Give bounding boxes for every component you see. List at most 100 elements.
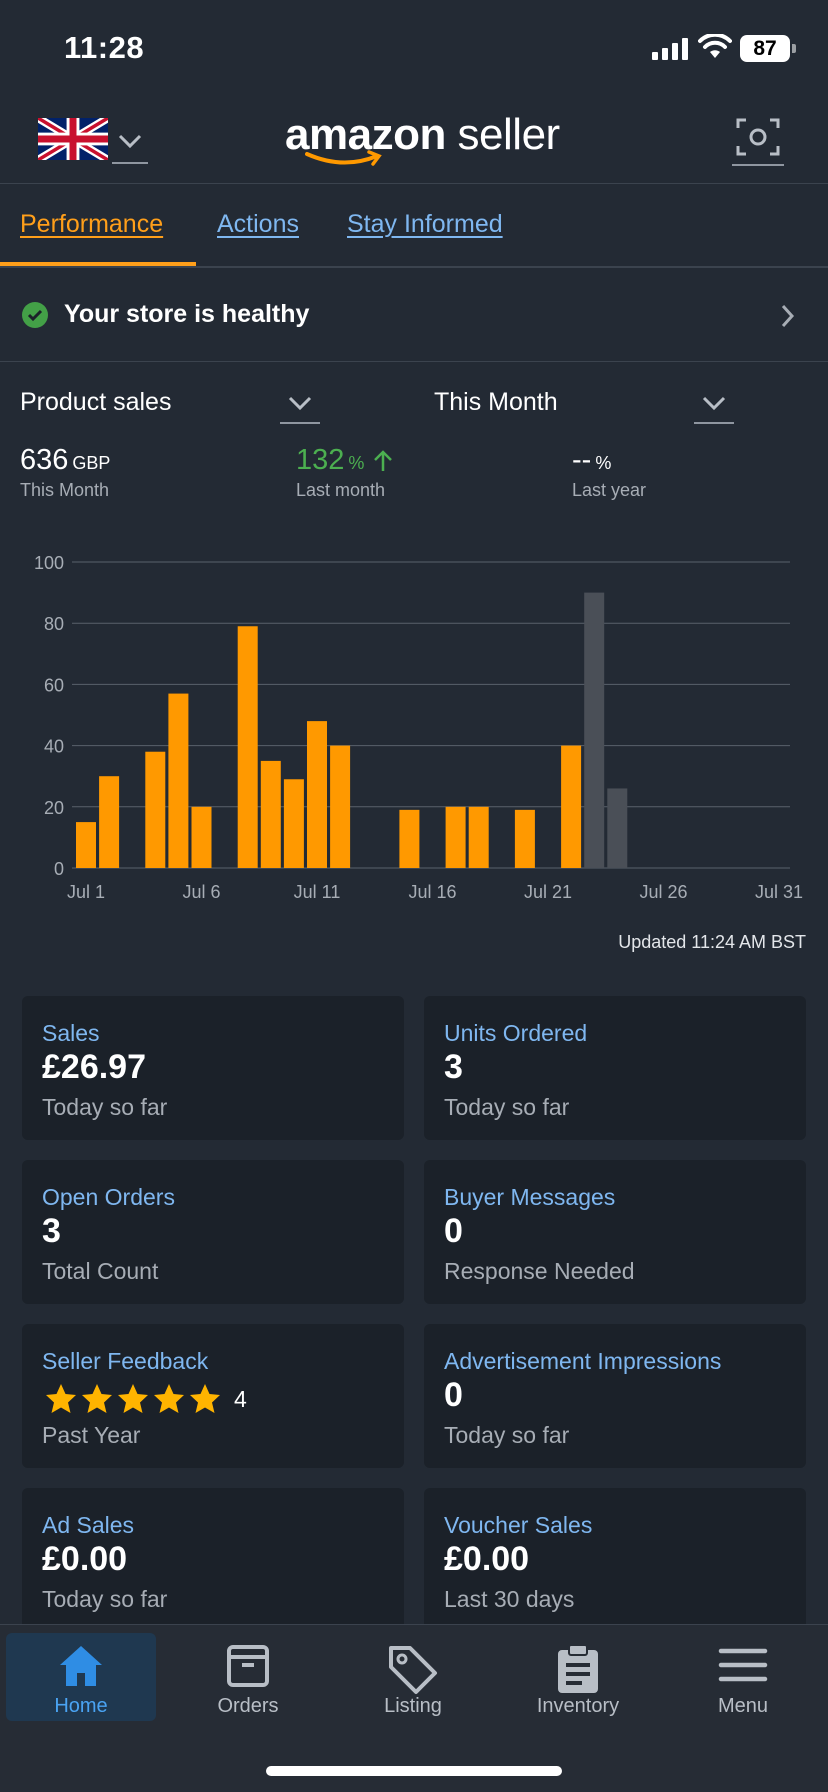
nav-inventory[interactable]: Inventory [503,1633,653,1721]
check-circle-icon [22,302,48,328]
chart-bar [283,779,304,868]
card-title: Buyer Messages [444,1184,616,1210]
amazon-seller-logo: amazon seller [285,110,560,159]
star-icon [46,1384,76,1413]
card-subtitle: Today so far [42,1586,168,1612]
nav-listing[interactable]: Listing [338,1633,488,1721]
card-title: Advertisement Impressions [444,1348,722,1374]
chart-bar [76,822,96,868]
last-year-label: Last year [572,480,647,500]
current-sales-label: This Month [20,480,110,500]
app-header: amazon seller [0,100,828,184]
metric-dropdown[interactable] [280,384,320,424]
y-tick-label: 40 [44,737,64,757]
chart-bar [607,788,628,868]
chart-bar [399,809,420,868]
buyer-messages-card[interactable]: Buyer Messages 0 Response Needed [424,1160,806,1304]
wifi-icon [698,34,732,58]
store-health-text: Your store is healthy [64,300,310,328]
x-tick-label: Jul 26 [639,882,687,902]
chart-bar [99,776,120,868]
chart-bar [191,806,212,868]
units-ordered-card[interactable]: Units Ordered 3 Today so far [424,996,806,1140]
star-icon [82,1384,112,1413]
card-value: £0.00 [42,1540,128,1578]
chart-bar [260,760,281,868]
bottom-navigation: Home Orders Listing Inventory Menu [0,1624,828,1792]
card-title: Sales [42,1020,100,1046]
card-subtitle: Last 30 days [444,1586,575,1612]
y-tick-label: 60 [44,675,64,695]
card-subtitle: Past Year [42,1422,141,1448]
updated-timestamp: Updated 11:24 AM BST [618,932,806,952]
chevron-right-icon [781,304,795,328]
home-indicator [266,1766,562,1776]
voucher-sales-card[interactable]: Voucher Sales £0.00 Last 30 days [424,1488,806,1632]
card-subtitle: Today so far [444,1094,570,1120]
card-subtitle: Response Needed [444,1258,635,1284]
tab-bar: Performance Actions Stay Informed [0,186,828,268]
card-value: 0 [444,1376,463,1414]
nav-home[interactable]: Home [6,1633,156,1721]
store-health-row[interactable]: Your store is healthy [0,270,828,362]
chart-bar [514,809,535,868]
period-dropdown[interactable] [694,384,734,424]
open-orders-card[interactable]: Open Orders 3 Total Count [22,1160,404,1304]
metric-selector-label[interactable]: Product sales [20,388,172,416]
chart-bar [468,806,489,868]
card-value: £26.97 [42,1048,146,1086]
uk-flag-icon[interactable] [38,118,108,160]
nav-menu[interactable]: Menu [668,1633,818,1721]
seller-feedback-card[interactable]: Seller Feedback 4 Past Year [22,1324,404,1468]
tab-actions[interactable]: Actions [217,210,299,238]
card-value: 3 [42,1212,61,1250]
tab-performance[interactable]: Performance [20,210,164,238]
nav-orders[interactable]: Orders [173,1633,323,1721]
status-bar: 11:28 87 [0,0,828,100]
marketplace-dropdown[interactable] [112,124,148,164]
star-icon [190,1384,220,1413]
x-tick-label: Jul 1 [67,882,105,902]
card-subtitle: Today so far [444,1422,570,1448]
card-title: Ad Sales [42,1512,135,1538]
star-icon [154,1384,184,1413]
card-title: Voucher Sales [444,1512,593,1538]
x-tick-label: Jul 11 [294,882,341,902]
ad-sales-card[interactable]: Ad Sales £0.00 Today so far [22,1488,404,1632]
active-tab-indicator [0,262,196,266]
scan-button[interactable] [732,114,784,166]
card-subtitle: Today so far [42,1094,168,1120]
home-icon [60,1646,102,1686]
status-time: 11:28 [64,30,145,65]
star-icon [118,1384,148,1413]
chart-bar [168,693,189,868]
card-title: Units Ordered [444,1020,588,1046]
tag-icon [389,1646,437,1694]
signal-icon [652,38,688,60]
sales-card[interactable]: Sales £26.97 Today so far [22,996,404,1140]
battery-indicator: 87 [740,35,790,62]
tab-stay-informed[interactable]: Stay Informed [347,210,503,238]
ad-impressions-card[interactable]: Advertisement Impressions 0 Today so far [424,1324,806,1468]
last-month-change: 132% [296,444,394,477]
chevron-down-icon [118,134,142,149]
card-subtitle: Total Count [42,1258,159,1284]
last-year-change: --% [572,444,612,476]
chart-bar [584,592,605,868]
y-tick-label: 0 [54,859,64,879]
card-value: 0 [444,1212,463,1250]
y-tick-label: 80 [44,614,64,634]
chart-bar [237,626,258,868]
card-value: 3 [444,1048,463,1086]
x-tick-label: Jul 16 [408,882,456,902]
y-tick-label: 20 [44,798,64,818]
rating-count: 4 [234,1385,247,1412]
camera-scan-icon [736,118,780,156]
current-sales-value: 636 GBP [20,444,111,476]
nav-label: Menu [717,1695,769,1717]
nav-label: Listing [384,1695,442,1717]
chart-bar [330,745,351,868]
card-value: £0.00 [444,1540,530,1578]
period-selector-label[interactable]: This Month [434,388,558,416]
card-title: Open Orders [42,1184,175,1210]
